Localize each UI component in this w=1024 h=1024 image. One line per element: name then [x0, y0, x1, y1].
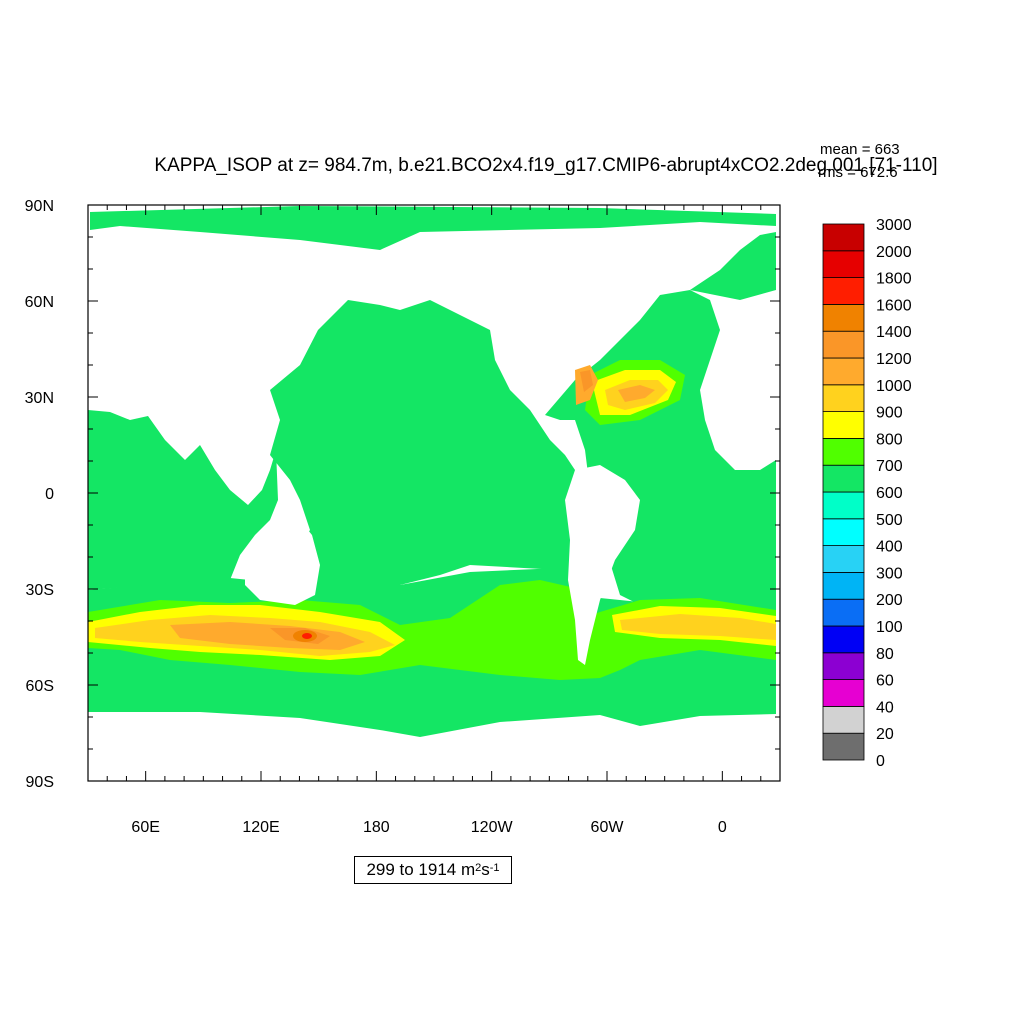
colorbar-label: 500 — [876, 512, 903, 529]
colorbar-label: 60 — [876, 673, 894, 690]
colorbar-label: 200 — [876, 592, 903, 609]
colorbar-swatch — [822, 732, 865, 761]
colorbar-label: 800 — [876, 431, 903, 448]
x-tick-label: 120W — [471, 819, 514, 836]
y-tick-label: 60S — [26, 678, 54, 695]
rms-label: rms = 672.6 — [818, 164, 898, 181]
x-tick-label: 60E — [131, 819, 159, 836]
tasman-maximum-mark — [302, 633, 312, 639]
colorbar-label: 1400 — [876, 324, 912, 341]
colorbar-label: 2000 — [876, 244, 912, 261]
colorbar-label: 300 — [876, 565, 903, 582]
colorbar-swatch — [822, 572, 865, 600]
colorbar-swatch — [822, 706, 865, 734]
colorbar-label: 1000 — [876, 378, 912, 395]
colorbar-label: 700 — [876, 458, 903, 475]
range-exp1: 2 — [475, 862, 482, 874]
colorbar-swatch — [822, 652, 865, 680]
colorbar-swatch — [822, 598, 865, 627]
x-tick-label: 120E — [242, 819, 279, 836]
colorbar-swatch — [822, 384, 865, 412]
range-text: 299 to 1914 m — [366, 860, 476, 879]
x-tick-label: 0 — [718, 819, 727, 836]
colorbar-label: 80 — [876, 646, 894, 663]
tick-marks — [87, 204, 781, 782]
colorbar-swatch — [822, 518, 865, 546]
chart-title: KAPPA_ISOP at z= 984.7m, b.e21.BCO2x4.f1… — [154, 155, 937, 176]
colorbar-swatch — [822, 625, 865, 654]
colorbar-label: 0 — [876, 753, 885, 770]
colorbar-label: 20 — [876, 726, 894, 743]
x-tick-labels: 60E 120E 180 120W 60W 0 — [131, 819, 726, 836]
colorbar-swatch — [822, 464, 865, 493]
colorbar-swatch — [822, 411, 865, 439]
colorbar-swatch — [822, 277, 865, 305]
y-tick-label: 60N — [25, 294, 54, 311]
colorbar-label: 1800 — [876, 271, 912, 288]
y-tick-label: 90N — [25, 198, 54, 215]
y-tick-label: 30S — [26, 582, 54, 599]
colorbar-label: 400 — [876, 539, 903, 556]
x-tick-label: 180 — [363, 819, 390, 836]
y-tick-label: 30N — [25, 390, 54, 407]
range-exp2: -1 — [489, 862, 500, 874]
y-tick-label: 0 — [45, 486, 54, 503]
colorbar-label: 600 — [876, 485, 903, 502]
y-tick-labels: 90N 60N 30N 0 30S 60S 90S — [25, 198, 54, 791]
plot-area — [87, 204, 781, 782]
colorbar-swatch — [822, 437, 865, 466]
range-mid: s — [481, 860, 490, 879]
colorbar-label: 40 — [876, 699, 894, 716]
colorbar-label: 100 — [876, 619, 903, 636]
land-masks — [88, 465, 776, 781]
colorbar-label: 1200 — [876, 351, 912, 368]
colorbar-swatch — [822, 491, 865, 520]
x-tick-label: 60W — [591, 819, 625, 836]
colorbar-swatch — [822, 303, 865, 332]
y-tick-label: 90S — [26, 774, 54, 791]
colorbar-swatch — [822, 223, 865, 252]
colorbar-swatch — [822, 545, 865, 573]
colorbar-swatch — [822, 679, 865, 707]
colorbar-label: 1600 — [876, 297, 912, 314]
colorbar-swatch — [822, 250, 865, 279]
colorbar-swatch — [822, 357, 865, 386]
colorbar-swatch — [822, 330, 865, 359]
colorbar-label: 900 — [876, 405, 903, 422]
contour-levels — [88, 360, 776, 680]
colorbar-label: 3000 — [876, 217, 912, 234]
colorbar: 0 20 40 60 80 100 200 300 400 500 600 700 800 900 1000… — [822, 217, 912, 770]
mean-label: mean = 663 — [820, 141, 900, 158]
